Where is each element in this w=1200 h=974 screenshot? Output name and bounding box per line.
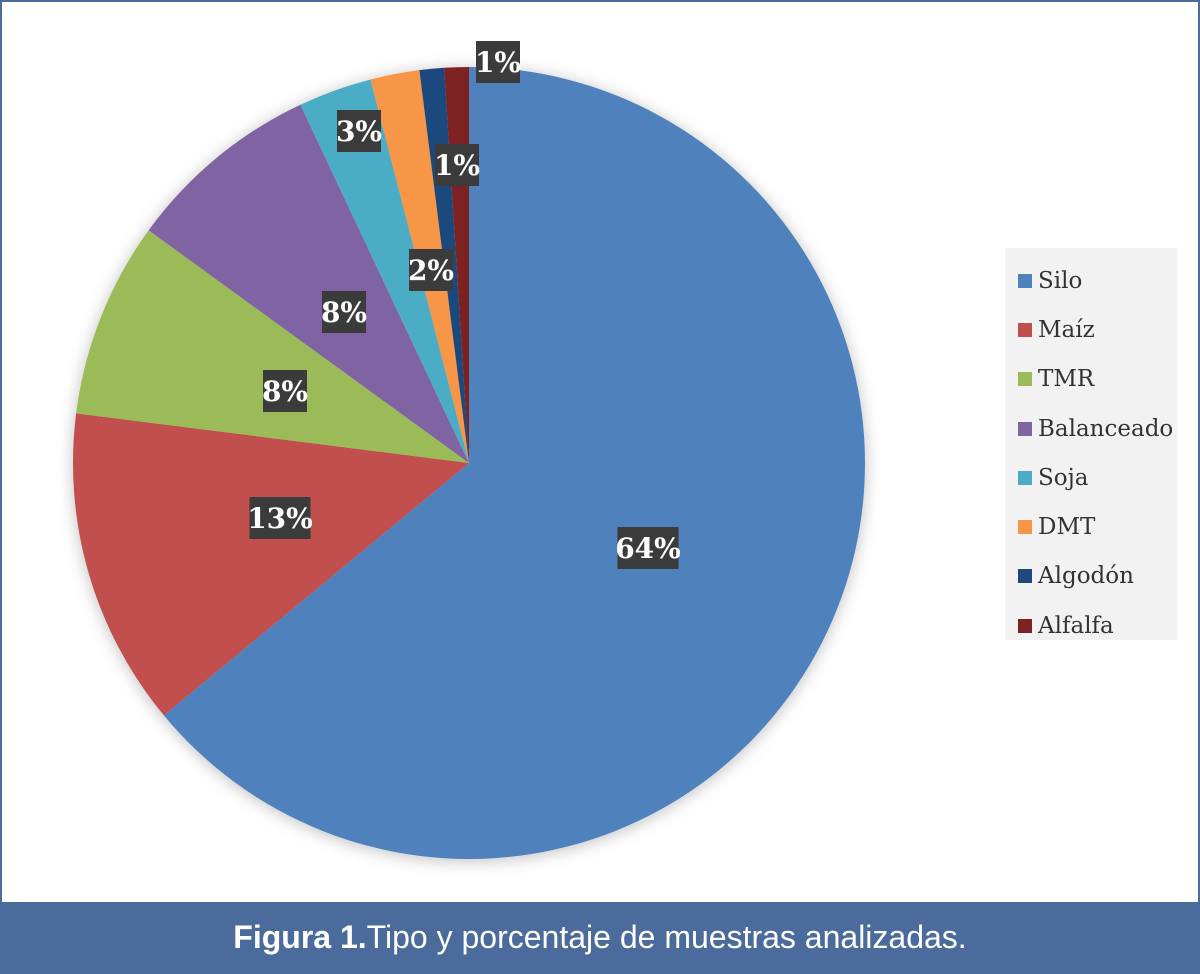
legend-swatch xyxy=(1018,273,1032,288)
legend-swatch xyxy=(1018,618,1032,633)
data-label-dmt: 2% xyxy=(408,249,454,291)
data-label-text: 2% xyxy=(408,254,454,287)
legend-item-alfalfa: Alfalfa xyxy=(1005,601,1177,650)
pie-data-labels: 64% 13% 8% 8% 3% 2% 1% 1% xyxy=(247,41,681,569)
data-label-text: 13% xyxy=(247,502,313,535)
data-label-box xyxy=(322,291,366,333)
caption-label: Figura 1. xyxy=(233,918,367,955)
data-label-box xyxy=(409,249,453,291)
pie-slice-silo xyxy=(163,67,866,859)
pie-slice-tmr xyxy=(76,230,470,463)
data-label-text: 1% xyxy=(434,149,480,182)
pie-slices xyxy=(72,67,866,859)
data-label-soja: 3% xyxy=(336,110,382,152)
legend-item-tmr: TMR xyxy=(1005,355,1177,404)
legend-label: Algodón xyxy=(1038,563,1134,590)
figure-caption: Figura 1. Tipo y porcentaje de muestras … xyxy=(2,902,1198,972)
data-label-tmr: 8% xyxy=(262,370,308,412)
legend-item-algodon: Algodón xyxy=(1005,552,1177,601)
legend-item-silo: Silo xyxy=(1005,256,1177,305)
legend-swatch xyxy=(1018,421,1032,436)
legend-label: Alfalfa xyxy=(1038,612,1114,639)
data-label-text: 8% xyxy=(262,375,308,408)
legend-label: TMR xyxy=(1038,366,1095,393)
data-label-box xyxy=(263,370,307,412)
data-label-box xyxy=(337,110,381,152)
legend-swatch xyxy=(1018,322,1032,337)
data-label-silo: 64% xyxy=(615,527,681,569)
legend-label: Maíz xyxy=(1038,316,1095,343)
data-label-algodon: 1% xyxy=(434,144,480,186)
data-label-maiz: 13% xyxy=(247,497,313,539)
data-label-alfalfa: 1% xyxy=(475,41,521,83)
legend-label: DMT xyxy=(1038,514,1096,541)
legend-item-maiz: Maíz xyxy=(1005,305,1177,354)
legend-label: Soja xyxy=(1038,464,1089,491)
pie-slice-soja xyxy=(300,79,469,463)
data-label-box xyxy=(435,144,479,186)
legend-label: Silo xyxy=(1038,267,1083,294)
data-label-text: 8% xyxy=(321,296,367,329)
data-label-balanceado: 8% xyxy=(321,291,367,333)
pie-slice-balanceado xyxy=(148,104,469,463)
data-label-text: 3% xyxy=(336,115,382,148)
data-label-text: 64% xyxy=(615,532,681,565)
pie-slice-maiz xyxy=(72,413,470,716)
data-label-box xyxy=(617,527,679,569)
legend-label: Balanceado xyxy=(1038,415,1174,442)
data-label-text: 1% xyxy=(475,46,521,79)
legend-swatch xyxy=(1018,569,1032,584)
legend: Silo Maíz TMR Balanceado Soja DMT Algodón Alfal… xyxy=(1005,248,1177,640)
pie-chart: 64% 13% 8% 8% 3% 2% 1% 1% xyxy=(72,41,866,859)
legend-swatch xyxy=(1018,520,1032,535)
plot-area: 64% 13% 8% 8% 3% 2% 1% 1% Silo Maíz TMR Balanceado… xyxy=(2,2,1198,900)
legend-item-balanceado: Balanceado xyxy=(1005,404,1177,453)
legend-item-soja: Soja xyxy=(1005,453,1177,502)
data-label-box xyxy=(476,41,520,83)
legend-item-dmt: DMT xyxy=(1005,502,1177,551)
data-label-box xyxy=(249,497,311,539)
legend-swatch xyxy=(1018,372,1032,387)
legend-swatch xyxy=(1018,470,1032,485)
caption-text: Tipo y porcentaje de muestras analizadas… xyxy=(366,918,967,955)
